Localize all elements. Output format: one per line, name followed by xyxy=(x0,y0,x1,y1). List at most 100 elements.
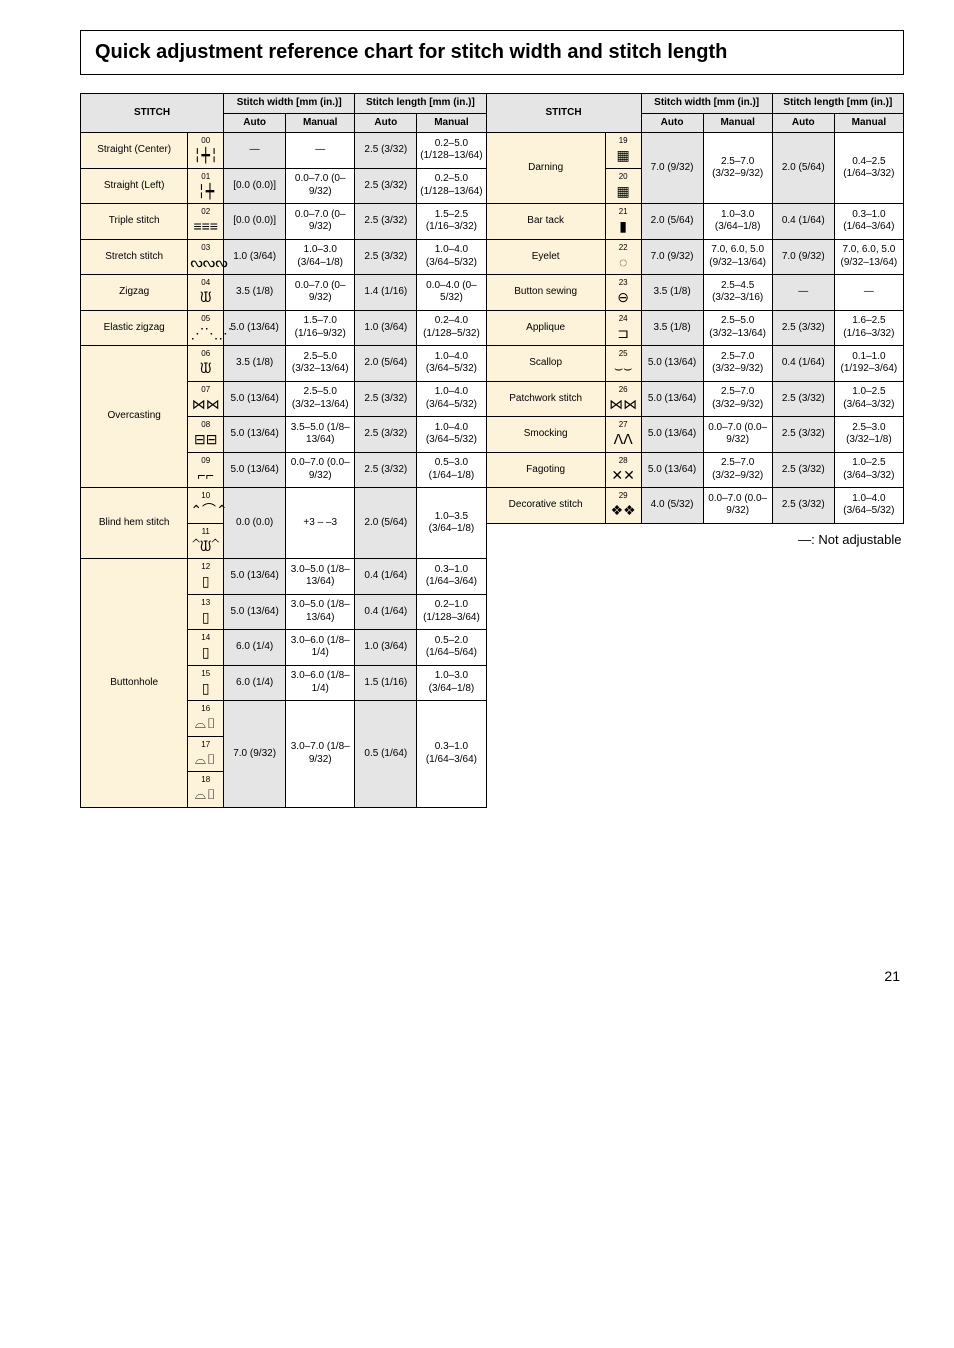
stitch-icon-cell: 09⌐⌐ xyxy=(188,452,224,488)
table-row: 07⋈⋈5.0 (13/64)2.5–5.0 (3/32–13/64)2.5 (… xyxy=(81,381,904,417)
title-box: Quick adjustment reference chart for sti… xyxy=(80,30,904,75)
header-auto: Auto xyxy=(355,113,417,133)
header-auto: Auto xyxy=(772,113,834,133)
width-manual-cell: 2.5–7.0 (3/32–9/32) xyxy=(703,133,772,204)
stitch-icon-cell: 14▯ xyxy=(188,630,224,666)
width-auto-cell: 5.0 (13/64) xyxy=(641,346,703,382)
length-manual-cell: 1.0–4.0 (3/64–5/32) xyxy=(417,417,486,453)
length-manual-cell: 2.5–3.0 (3/32–1/8) xyxy=(834,417,903,453)
stitch-name-cell: Elastic zigzag xyxy=(81,310,188,346)
table-row: 11⌃ᙡ⌃—: Not adjustable xyxy=(81,523,904,559)
header-stitch: STITCH xyxy=(81,94,224,133)
stitch-icon-cell: 27ᐱᐱ xyxy=(605,417,641,453)
table-row: Elastic zigzag05⋰⋱⋰5.0 (13/64)1.5–7.0 (1… xyxy=(81,310,904,346)
width-auto-cell: 5.0 (13/64) xyxy=(224,381,286,417)
width-auto-cell: 6.0 (1/4) xyxy=(224,630,286,666)
stitch-name-cell: Stretch stitch xyxy=(81,239,188,275)
length-manual-cell: 0.5–2.0 (1/64–5/64) xyxy=(417,630,486,666)
stitch-name-cell: Buttonhole xyxy=(81,559,188,808)
width-auto-cell: 0.0 (0.0) xyxy=(224,488,286,559)
width-auto-cell: 3.5 (1/8) xyxy=(224,275,286,311)
length-manual-cell: 7.0, 6.0, 5.0 (9/32–13/64) xyxy=(834,239,903,275)
stitch-name-cell: Blind hem stitch xyxy=(81,488,188,559)
stitch-name-cell: Overcasting xyxy=(81,346,188,488)
width-manual-cell: 3.0–5.0 (1/8–13/64) xyxy=(286,559,355,595)
page: Quick adjustment reference chart for sti… xyxy=(0,0,954,1004)
stitch-icon-cell: 03ᔓᔓᔓ xyxy=(188,239,224,275)
header-length: Stitch length [mm (in.)] xyxy=(355,94,486,114)
stitch-icon-cell: 18⌓▯ xyxy=(188,772,224,808)
stitch-icon-cell: 11⌃ᙡ⌃ xyxy=(188,523,224,559)
reference-table: STITCH Stitch width [mm (in.)] Stitch le… xyxy=(80,93,904,808)
width-auto-cell: 2.0 (5/64) xyxy=(641,204,703,240)
length-manual-cell: 0.0–4.0 (0–5/32) xyxy=(417,275,486,311)
length-auto-cell: 2.0 (5/64) xyxy=(355,346,417,382)
header-length: Stitch length [mm (in.)] xyxy=(772,94,903,114)
stitch-name-cell: Darning xyxy=(486,133,605,204)
width-auto-cell: 7.0 (9/32) xyxy=(641,239,703,275)
header-auto: Auto xyxy=(224,113,286,133)
length-auto-cell: 2.5 (3/32) xyxy=(772,488,834,524)
width-auto-cell: 5.0 (13/64) xyxy=(224,594,286,630)
stitch-icon-cell: 25⌣⌣ xyxy=(605,346,641,382)
width-auto-cell: 5.0 (13/64) xyxy=(641,417,703,453)
length-auto-cell: 2.5 (3/32) xyxy=(355,452,417,488)
length-auto-cell: 0.4 (1/64) xyxy=(772,204,834,240)
width-manual-cell: 0.0–7.0 (0.0–9/32) xyxy=(703,417,772,453)
table-row: Zigzag04ᙡ3.5 (1/8)0.0–7.0 (0–9/32)1.4 (1… xyxy=(81,275,904,311)
length-manual-cell: 0.2–5.0 (1/128–13/64) xyxy=(417,133,486,169)
width-manual-cell: 2.5–7.0 (3/32–9/32) xyxy=(703,452,772,488)
stitch-name-cell: Button sewing xyxy=(486,275,605,311)
width-manual-cell: 0.0–7.0 (0.0–9/32) xyxy=(703,488,772,524)
table-row: Triple stitch02≡≡≡[0.0 (0.0)]0.0–7.0 (0–… xyxy=(81,204,904,240)
stitch-icon-cell: 10⌃⌒⌃ xyxy=(188,488,224,524)
length-auto-cell: 2.5 (3/32) xyxy=(355,417,417,453)
width-manual-cell: 1.5–7.0 (1/16–9/32) xyxy=(286,310,355,346)
stitch-icon-cell: 12▯ xyxy=(188,559,224,595)
stitch-icon-cell: 06ᙡ xyxy=(188,346,224,382)
stitch-icon-cell: 19▦ xyxy=(605,133,641,169)
stitch-name-cell: Applique xyxy=(486,310,605,346)
length-auto-cell: 2.5 (3/32) xyxy=(772,452,834,488)
length-manual-cell: 1.6–2.5 (1/16–3/32) xyxy=(834,310,903,346)
stitch-icon-cell: 13▯ xyxy=(188,594,224,630)
length-auto-cell: — xyxy=(772,275,834,311)
width-manual-cell: 3.5–5.0 (1/8–13/64) xyxy=(286,417,355,453)
stitch-icon-cell: 23⊖ xyxy=(605,275,641,311)
header-width: Stitch width [mm (in.)] xyxy=(641,94,772,114)
width-auto-cell: 7.0 (9/32) xyxy=(224,701,286,808)
stitch-icon-cell: 07⋈⋈ xyxy=(188,381,224,417)
table-row: Overcasting06ᙡ3.5 (1/8)2.5–5.0 (3/32–13/… xyxy=(81,346,904,382)
width-auto-cell: 4.0 (5/32) xyxy=(641,488,703,524)
width-auto-cell: 3.5 (1/8) xyxy=(641,310,703,346)
stitch-icon-cell: 02≡≡≡ xyxy=(188,204,224,240)
width-manual-cell: 2.5–5.0 (3/32–13/64) xyxy=(286,381,355,417)
table-row: 08⊟⊟ 5.0 (13/64) 3.5–5.0 (1/8–13/64)2.5 (3… xyxy=(81,417,904,453)
length-auto-cell: 2.0 (5/64) xyxy=(772,133,834,204)
stitch-name-cell: Smocking xyxy=(486,417,605,453)
length-auto-cell: 1.0 (3/64) xyxy=(355,310,417,346)
table-row: Stretch stitch03ᔓᔓᔓ1.0 (3/64)1.0–3.0 (3/… xyxy=(81,239,904,275)
length-manual-cell: 1.0–2.5 (3/64–3/32) xyxy=(834,452,903,488)
table-row: 09⌐⌐5.0 (13/64)0.0–7.0 (0.0–9/32)2.5 (3/… xyxy=(81,452,904,488)
stitch-name-cell: Eyelet xyxy=(486,239,605,275)
width-auto-cell: — xyxy=(224,133,286,169)
length-auto-cell: 7.0 (9/32) xyxy=(772,239,834,275)
stitch-name-cell: Zigzag xyxy=(81,275,188,311)
length-manual-cell: — xyxy=(834,275,903,311)
width-manual-cell: 0.0–7.0 (0.0–9/32) xyxy=(286,452,355,488)
width-auto-cell: 1.0 (3/64) xyxy=(224,239,286,275)
stitch-name-cell: Straight (Left) xyxy=(81,168,188,204)
stitch-icon-cell: 01╎┿ xyxy=(188,168,224,204)
width-auto-cell: 6.0 (1/4) xyxy=(224,665,286,701)
width-manual-cell: 2.5–7.0 (3/32–9/32) xyxy=(703,346,772,382)
stitch-icon-cell: 15▯ xyxy=(188,665,224,701)
table-body: Straight (Center)00╎┿╎——2.5 (3/32)0.2–5.… xyxy=(81,133,904,808)
width-manual-cell: 2.5–5.0 (3/32–13/64) xyxy=(703,310,772,346)
stitch-icon-cell: 08⊟⊟ xyxy=(188,417,224,453)
length-manual-cell: 1.5–2.5 (1/16–3/32) xyxy=(417,204,486,240)
length-manual-cell: 1.0–3.5 (3/64–1/8) xyxy=(417,488,486,559)
length-manual-cell: 0.3–1.0 (1/64–3/64) xyxy=(417,701,486,808)
width-manual-cell: 7.0, 6.0, 5.0 (9/32–13/64) xyxy=(703,239,772,275)
stitch-name-cell: Scallop xyxy=(486,346,605,382)
